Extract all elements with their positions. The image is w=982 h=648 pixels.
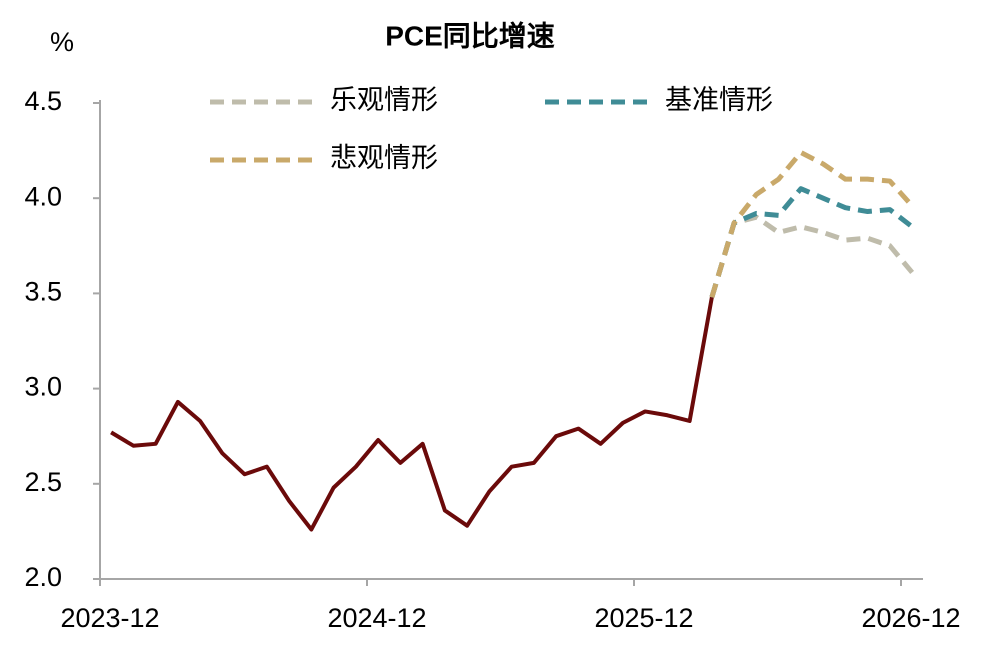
series-line: [709, 186, 914, 298]
y-tick-label: 3.0: [24, 372, 62, 402]
y-tick-label: 2.0: [24, 562, 62, 592]
y-tick-label: 4.5: [24, 86, 62, 116]
x-tick-label: 2025-12: [594, 603, 693, 633]
legend-label: 悲观情形: [330, 143, 438, 173]
series-line: [709, 214, 915, 298]
legend-label: 基准情形: [665, 85, 773, 115]
series-line: [110, 296, 714, 532]
x-tick-label: 2023-12: [60, 603, 159, 633]
y-tick-label: 3.5: [24, 277, 62, 307]
chart-title: PCE同比增速: [385, 20, 555, 51]
series-line: [709, 150, 914, 298]
y-tick-label: 2.5: [24, 467, 62, 497]
x-tick-label: 2024-12: [327, 603, 426, 633]
legend-label: 乐观情形: [330, 85, 438, 115]
x-tick-label: 2026-12: [861, 603, 960, 633]
y-unit: %: [50, 27, 74, 57]
y-tick-label: 4.0: [24, 181, 62, 211]
